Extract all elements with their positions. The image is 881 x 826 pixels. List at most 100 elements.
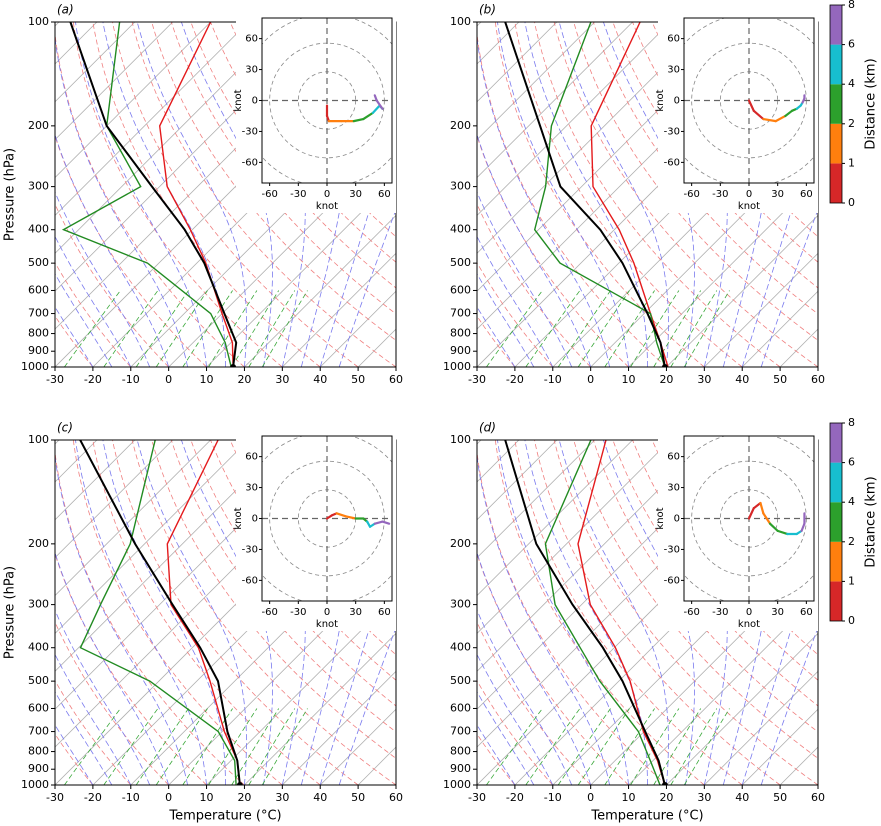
y-tick-label: 700 (28, 307, 49, 320)
mixing-ratio-line (486, 708, 543, 785)
x-tick-label: 10 (200, 373, 214, 386)
inset-x-label: knot (738, 201, 760, 212)
colorbar-tick-label: 2 (848, 535, 855, 548)
x-tick-label: 40 (735, 791, 749, 804)
dry-adiabat (92, 22, 321, 367)
y-tick-label: 300 (450, 180, 471, 193)
isotherm (55, 440, 249, 634)
mixing-ratio-line (155, 290, 208, 367)
colorbar-bin (830, 44, 842, 85)
colorbar-tick-label: 1 (848, 574, 855, 587)
x-tick-label: -20 (506, 791, 524, 804)
x-tick-label: 0 (165, 373, 172, 386)
mixing-ratio-line (231, 290, 280, 367)
inset-x-label: knot (316, 201, 338, 212)
mixing-ratio-line (208, 290, 258, 367)
mixing-ratio-line (557, 708, 611, 785)
inset-x-tick-label: 30 (349, 189, 362, 200)
surface-point (661, 364, 668, 367)
inset-y-tick-label: 30 (667, 483, 680, 494)
colorbar-tick-label: 6 (848, 38, 855, 51)
moist-adiabat (55, 609, 151, 785)
isotherm (55, 440, 211, 597)
hodograph-segment (373, 520, 384, 525)
inset-x-tick-label: 60 (800, 607, 813, 618)
x-tick-label: 50 (773, 373, 787, 386)
inset-x-tick-label: -60 (683, 607, 699, 618)
x-tick-label: 30 (275, 373, 289, 386)
colorbar-frame (829, 4, 843, 204)
isotherm (741, 290, 818, 367)
colorbar-bin (830, 423, 842, 463)
x-tick-label: 20 (659, 373, 673, 386)
moist-adiabat (55, 35, 188, 367)
moist-adiabat (477, 690, 535, 785)
inset-y-tick-label: 0 (674, 96, 680, 107)
isotherm (477, 440, 633, 597)
x-tick-label: 20 (659, 791, 673, 804)
y-tick-label: 300 (28, 180, 49, 193)
inset-y-tick-label: 30 (667, 65, 680, 76)
dry-adiabat (55, 261, 132, 367)
x-tick-label: -30 (468, 791, 486, 804)
moist-adiabat (477, 306, 516, 367)
inset-y-tick-label: 60 (667, 452, 680, 463)
dry-adiabat (55, 449, 245, 785)
hodograph-segment (352, 117, 365, 123)
inset-y-tick-label: 0 (252, 514, 258, 525)
dry-adiabat (55, 134, 207, 367)
mixing-ratio-line (103, 290, 159, 367)
inset-y-tick-label: -30 (242, 126, 258, 137)
colorbar-bin (830, 581, 842, 621)
mixing-ratio-line (670, 708, 718, 785)
x-tick-label: 60 (811, 373, 825, 386)
moist-adiabat (55, 453, 188, 785)
moist-adiabat (477, 609, 573, 785)
moist-adiabat (497, 440, 629, 785)
inset-y-tick-label: -60 (242, 575, 258, 586)
inset-y-tick-label: 60 (667, 34, 680, 45)
moist-adiabat (55, 690, 113, 785)
inset-y-tick-label: 0 (674, 514, 680, 525)
mixing-ratio-line (683, 290, 730, 367)
hodograph-rings (684, 436, 814, 601)
isotherm (55, 440, 287, 672)
moist-adiabat (477, 653, 554, 785)
colorbar-bin (830, 502, 842, 542)
colorbar-tick-label: 0 (848, 614, 855, 627)
moist-adiabat (136, 22, 247, 367)
colorbar-tick-label: 8 (848, 416, 855, 429)
inset-x-tick-label: 0 (746, 189, 752, 200)
x-tick-label: 0 (587, 791, 594, 804)
surface-point (661, 782, 668, 785)
mixing-ratio-line (64, 708, 121, 785)
y-tick-label: 700 (28, 725, 49, 738)
dry-adiabat (477, 31, 667, 367)
isotherm (477, 22, 595, 141)
hodograph-segment (762, 117, 777, 123)
moist-adiabat (477, 35, 610, 367)
mixing-ratio-line (261, 290, 308, 367)
hodograph-segment (747, 507, 755, 520)
moist-adiabat (477, 191, 573, 367)
inset-x-tick-label: 30 (349, 607, 362, 618)
x-tick-label: -10 (122, 791, 140, 804)
y-tick-label: 500 (450, 256, 471, 269)
hodograph-rings (262, 18, 392, 183)
y-tick-label: 100 (28, 433, 49, 446)
y-tick-label: 900 (28, 762, 49, 775)
inset-y-tick-label: 30 (245, 65, 258, 76)
y-axis-label: Pressure (hPa) (3, 148, 18, 241)
dry-adiabat (477, 679, 554, 785)
mixing-ratio-line (683, 708, 730, 785)
hodograph-segment (776, 529, 789, 536)
x-tick-label: 60 (389, 373, 403, 386)
isotherm (477, 440, 595, 559)
inset-y-tick-label: 0 (252, 96, 258, 107)
inset-x-tick-label: -30 (712, 607, 728, 618)
dry-adiabat (131, 22, 396, 367)
hodograph-segment (375, 99, 384, 110)
dry-adiabat (92, 440, 321, 785)
isotherm (666, 214, 818, 367)
